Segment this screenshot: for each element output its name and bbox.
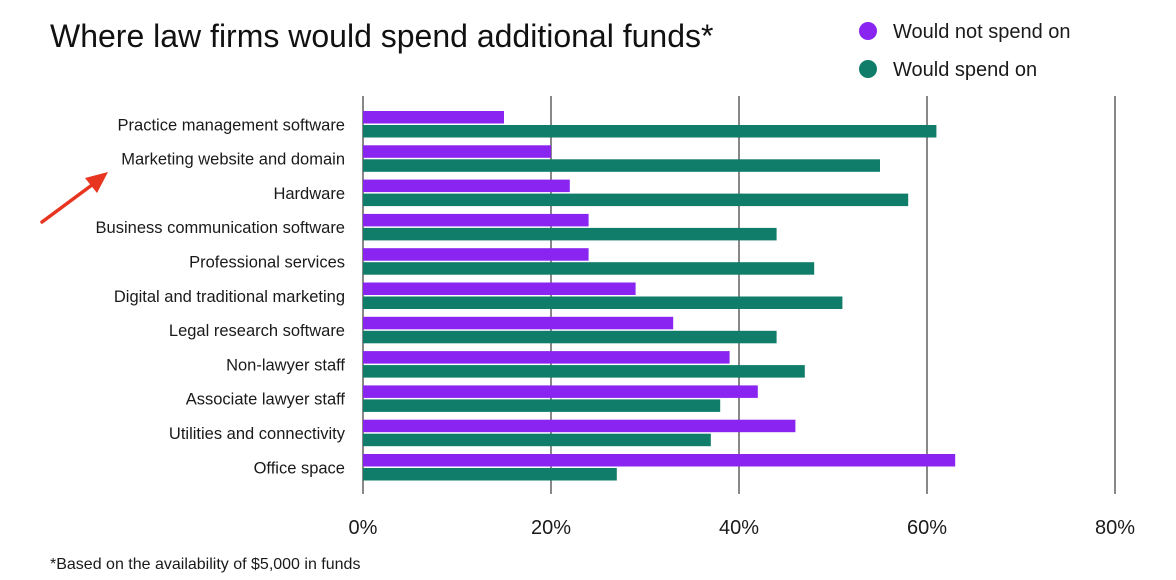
bar-not-spend-hardware <box>363 179 570 193</box>
x-tick-label-60: 60% <box>907 517 947 539</box>
bars <box>363 111 956 481</box>
bar-not-spend-office-space <box>363 454 956 467</box>
legend-marker-spend <box>859 60 877 78</box>
legend: Would not spend on Would spend on <box>859 21 1071 81</box>
category-label-legal-research-software: Legal research software <box>169 322 345 340</box>
arrow-head <box>85 172 108 193</box>
legend-label-spend: Would spend on <box>893 59 1037 81</box>
bar-not-spend-associate-lawyer-staff <box>363 385 758 398</box>
bar-spend-non-lawyer-staff <box>363 365 805 378</box>
bar-spend-professional-services <box>363 262 815 275</box>
bar-not-spend-business-communication-software <box>363 213 589 227</box>
bar-spend-practice-management-software <box>363 125 937 138</box>
bar-spend-marketing-website-and-domain <box>363 159 880 172</box>
arrow-shaft <box>40 180 98 224</box>
x-tick-label-20: 20% <box>531 517 571 539</box>
bar-not-spend-legal-research-software <box>363 316 674 330</box>
footnote: *Based on the availability of $5,000 in … <box>50 556 360 573</box>
bar-spend-utilities-and-connectivity <box>363 433 711 447</box>
bar-not-spend-practice-management-software <box>363 111 504 124</box>
bar-spend-business-communication-software <box>363 227 777 241</box>
bar-spend-associate-lawyer-staff <box>363 399 721 412</box>
bar-spend-hardware <box>363 193 909 207</box>
bar-spend-legal-research-software <box>363 330 777 344</box>
bar-not-spend-professional-services <box>363 248 589 261</box>
category-labels: Practice management software Marketing we… <box>96 116 346 477</box>
bar-not-spend-marketing-website-and-domain <box>363 145 551 158</box>
category-label-business-communication-software: Business communication software <box>96 219 345 237</box>
legend-label-not-spend: Would not spend on <box>893 21 1071 43</box>
category-label-marketing-website-and-domain: Marketing website and domain <box>121 151 345 169</box>
x-tick-label-0: 0% <box>349 517 378 539</box>
category-label-digital-and-traditional-marketing: Digital and traditional marketing <box>114 288 345 306</box>
x-axis-tick-labels: 0% 20% 40% 60% 80% <box>349 517 1136 539</box>
category-label-associate-lawyer-staff: Associate lawyer staff <box>186 391 346 409</box>
category-label-office-space: Office space <box>254 459 345 477</box>
category-label-non-lawyer-staff: Non-lawyer staff <box>226 356 345 374</box>
bar-not-spend-digital-and-traditional-marketing <box>363 282 636 295</box>
bar-not-spend-non-lawyer-staff <box>363 351 730 364</box>
legend-marker-not-spend <box>859 22 877 40</box>
annotation-arrow <box>40 172 108 224</box>
bar-not-spend-utilities-and-connectivity <box>363 419 796 433</box>
bar-spend-office-space <box>363 468 617 481</box>
x-tick-label-40: 40% <box>719 517 759 539</box>
category-label-utilities-and-connectivity: Utilities and connectivity <box>169 425 346 443</box>
x-tick-label-80: 80% <box>1095 517 1135 539</box>
bar-spend-digital-and-traditional-marketing <box>363 296 843 309</box>
category-label-professional-services: Professional services <box>189 253 345 271</box>
category-label-hardware: Hardware <box>273 185 345 203</box>
chart-title: Where law firms would spend additional f… <box>50 18 713 54</box>
category-label-practice-management-software: Practice management software <box>118 116 345 134</box>
